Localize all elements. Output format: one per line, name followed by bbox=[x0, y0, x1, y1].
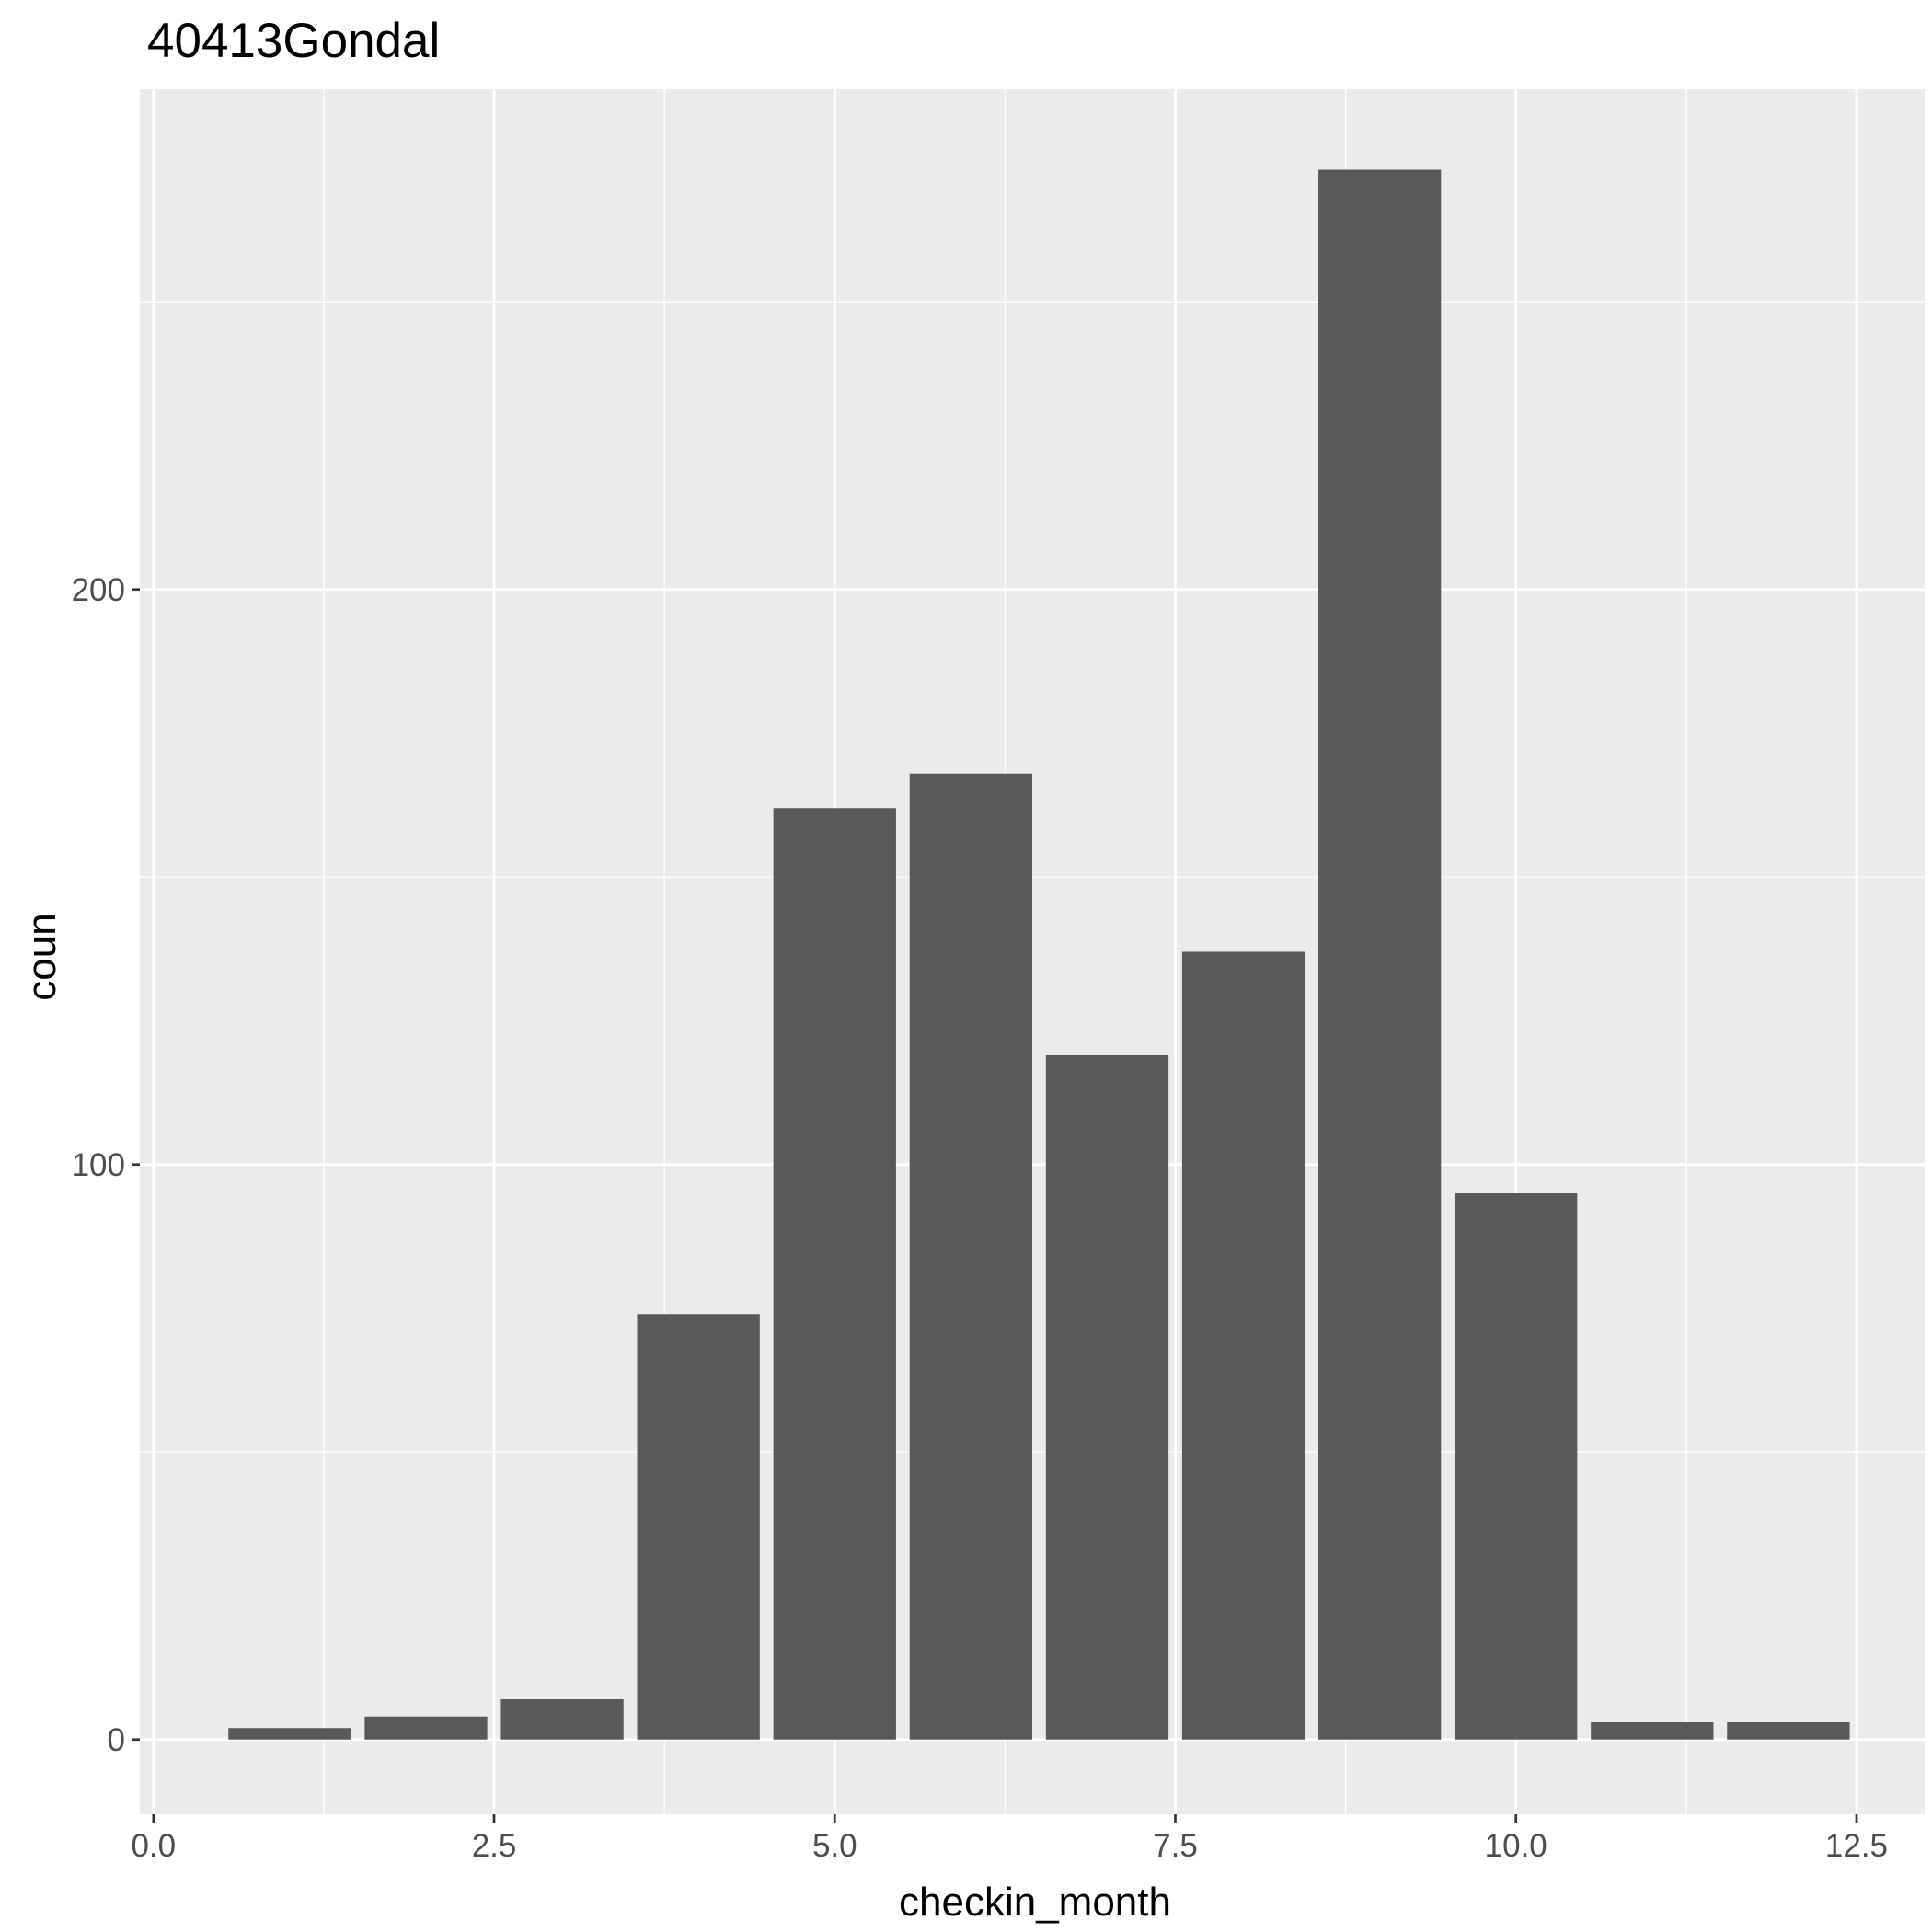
bar-month-7 bbox=[1045, 1055, 1169, 1740]
bar-month-3 bbox=[500, 1699, 624, 1740]
chart-title: 40413Gondal bbox=[147, 14, 440, 68]
bar-month-10 bbox=[1455, 1193, 1578, 1740]
bar-month-11 bbox=[1591, 1722, 1714, 1740]
bar-month-8 bbox=[1181, 951, 1305, 1740]
bar-month-6 bbox=[909, 773, 1032, 1740]
y-axis-title: coun bbox=[19, 913, 64, 1000]
bar-month-9 bbox=[1317, 169, 1442, 1740]
x-tick-label: 0.0 bbox=[131, 1828, 176, 1864]
y-tick-label: 200 bbox=[72, 572, 125, 608]
x-tick-label: 2.5 bbox=[472, 1828, 517, 1864]
bar-month-2 bbox=[364, 1716, 488, 1740]
y-tick-label: 100 bbox=[72, 1147, 125, 1183]
x-tick-label: 5.0 bbox=[812, 1828, 857, 1864]
bar-month-1 bbox=[228, 1728, 351, 1740]
bar-month-4 bbox=[637, 1314, 760, 1740]
x-tick-label: 10.0 bbox=[1485, 1828, 1547, 1864]
x-tick-label: 12.5 bbox=[1825, 1828, 1888, 1864]
x-axis-title: checkin_month bbox=[899, 1880, 1171, 1925]
y-tick-label: 0 bbox=[108, 1722, 125, 1758]
bar-month-5 bbox=[773, 808, 896, 1740]
x-tick-label: 7.5 bbox=[1153, 1828, 1198, 1864]
bar-month-12 bbox=[1727, 1722, 1850, 1740]
